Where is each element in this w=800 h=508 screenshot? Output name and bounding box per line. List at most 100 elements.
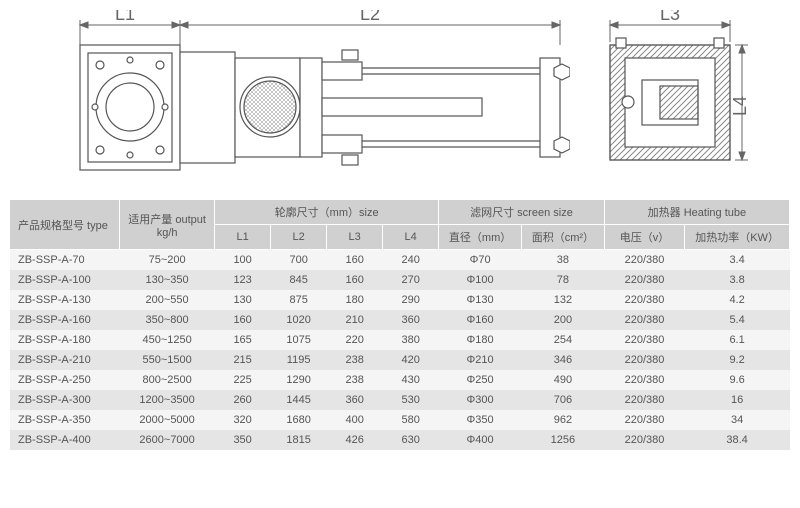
table-row: ZB-SSP-A-250800~25002251290238430Φ250490…: [10, 370, 790, 390]
cell-L3: 180: [327, 290, 383, 310]
cell-L1: 123: [215, 270, 271, 290]
cell-v: 220/380: [604, 310, 684, 330]
cell-v: 220/380: [604, 350, 684, 370]
cell-L3: 238: [327, 350, 383, 370]
cell-L2: 875: [271, 290, 327, 310]
diagram-section-view: L3 L4: [590, 10, 750, 185]
cell-area: 962: [521, 410, 604, 430]
cell-area: 78: [521, 270, 604, 290]
cell-kw: 9.6: [685, 370, 790, 390]
cell-type: ZB-SSP-A-350: [10, 410, 120, 430]
cell-v: 220/380: [604, 250, 684, 271]
cell-L3: 426: [327, 430, 383, 450]
cell-L4: 530: [383, 390, 439, 410]
cell-v: 220/380: [604, 290, 684, 310]
cell-kw: 5.4: [685, 310, 790, 330]
cell-output: 130~350: [120, 270, 215, 290]
cell-L1: 320: [215, 410, 271, 430]
cell-L2: 1815: [271, 430, 327, 450]
cell-L1: 225: [215, 370, 271, 390]
table-row: ZB-SSP-A-7075~200100700160240Φ7038220/38…: [10, 250, 790, 271]
hdr-output: 适用产量 output kg/h: [120, 200, 215, 250]
cell-kw: 34: [685, 410, 790, 430]
spec-table: 产品规格型号 type 适用产量 output kg/h 轮廓尺寸（mm）siz…: [10, 200, 790, 450]
cell-area: 200: [521, 310, 604, 330]
cell-kw: 9.2: [685, 350, 790, 370]
cell-L2: 1020: [271, 310, 327, 330]
cell-output: 450~1250: [120, 330, 215, 350]
cell-area: 490: [521, 370, 604, 390]
cell-dia: Φ100: [439, 270, 522, 290]
cell-L2: 1075: [271, 330, 327, 350]
cell-dia: Φ400: [439, 430, 522, 450]
cell-output: 550~1500: [120, 350, 215, 370]
cell-L2: 1445: [271, 390, 327, 410]
cell-L4: 420: [383, 350, 439, 370]
cell-L3: 238: [327, 370, 383, 390]
cell-kw: 4.2: [685, 290, 790, 310]
cell-area: 1256: [521, 430, 604, 450]
cell-dia: Φ350: [439, 410, 522, 430]
table-row: ZB-SSP-A-130200~550130875180290Φ13013222…: [10, 290, 790, 310]
diagram-row: L1 L2: [10, 10, 790, 185]
diagram-front-view: L1 L2: [70, 10, 570, 185]
dim-label-l2: L2: [360, 10, 380, 24]
cell-area: 38: [521, 250, 604, 271]
cell-v: 220/380: [604, 270, 684, 290]
hdr-type: 产品规格型号 type: [10, 200, 120, 250]
cell-type: ZB-SSP-A-100: [10, 270, 120, 290]
cell-type: ZB-SSP-A-160: [10, 310, 120, 330]
cell-kw: 3.4: [685, 250, 790, 271]
cell-L3: 160: [327, 250, 383, 271]
table-header: 产品规格型号 type 适用产量 output kg/h 轮廓尺寸（mm）siz…: [10, 200, 790, 250]
hdr-l2: L2: [271, 225, 327, 250]
cell-output: 75~200: [120, 250, 215, 271]
cell-L1: 100: [215, 250, 271, 271]
cell-L1: 260: [215, 390, 271, 410]
hdr-voltage: 电压（v）: [604, 225, 684, 250]
cell-dia: Φ300: [439, 390, 522, 410]
hdr-screen-group: 滤网尺寸 screen size: [439, 200, 605, 225]
cell-dia: Φ70: [439, 250, 522, 271]
cell-kw: 16: [685, 390, 790, 410]
table-row: ZB-SSP-A-180450~12501651075220380Φ180254…: [10, 330, 790, 350]
cell-L2: 1195: [271, 350, 327, 370]
cell-v: 220/380: [604, 330, 684, 350]
hdr-power: 加热功率（KW）: [685, 225, 790, 250]
cell-area: 254: [521, 330, 604, 350]
hdr-l4: L4: [383, 225, 439, 250]
table-row: ZB-SSP-A-100130~350123845160270Φ10078220…: [10, 270, 790, 290]
table-body: ZB-SSP-A-7075~200100700160240Φ7038220/38…: [10, 250, 790, 451]
cell-L3: 160: [327, 270, 383, 290]
cell-L2: 845: [271, 270, 327, 290]
hdr-size-group: 轮廓尺寸（mm）size: [215, 200, 439, 225]
cell-L1: 160: [215, 310, 271, 330]
cell-L2: 1290: [271, 370, 327, 390]
hdr-heater-group: 加热器 Heating tube: [604, 200, 789, 225]
cell-type: ZB-SSP-A-130: [10, 290, 120, 310]
cell-kw: 6.1: [685, 330, 790, 350]
cell-type: ZB-SSP-A-400: [10, 430, 120, 450]
cell-L3: 400: [327, 410, 383, 430]
hdr-l1: L1: [215, 225, 271, 250]
cell-type: ZB-SSP-A-180: [10, 330, 120, 350]
cell-L4: 360: [383, 310, 439, 330]
cell-area: 706: [521, 390, 604, 410]
cell-L1: 350: [215, 430, 271, 450]
cell-L1: 215: [215, 350, 271, 370]
cell-dia: Φ160: [439, 310, 522, 330]
hdr-area: 面积（cm²）: [521, 225, 604, 250]
cell-area: 132: [521, 290, 604, 310]
cell-L4: 580: [383, 410, 439, 430]
cell-dia: Φ250: [439, 370, 522, 390]
cell-type: ZB-SSP-A-300: [10, 390, 120, 410]
cell-output: 800~2500: [120, 370, 215, 390]
dim-label-l4: L4: [730, 96, 750, 116]
cell-L4: 630: [383, 430, 439, 450]
table-row: ZB-SSP-A-160350~8001601020210360Φ1602002…: [10, 310, 790, 330]
cell-L4: 240: [383, 250, 439, 271]
table-row: ZB-SSP-A-4002600~70003501815426630Φ40012…: [10, 430, 790, 450]
cell-output: 2600~7000: [120, 430, 215, 450]
cell-output: 350~800: [120, 310, 215, 330]
cell-dia: Φ180: [439, 330, 522, 350]
